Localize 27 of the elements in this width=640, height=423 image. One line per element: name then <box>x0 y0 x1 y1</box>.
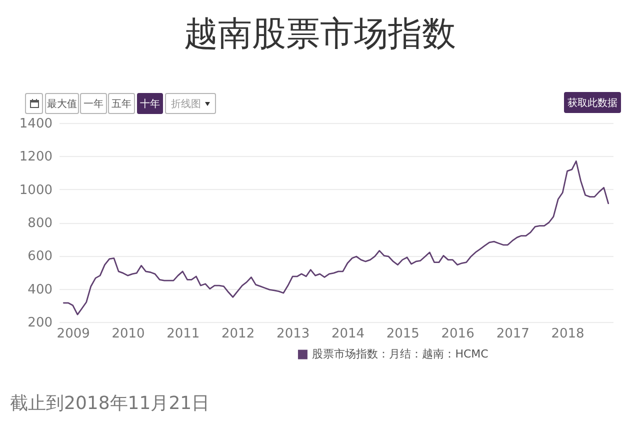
range-button: 十年 <box>137 93 163 114</box>
y-tick-label: 200 <box>28 316 52 330</box>
y-tick-label: 1200 <box>19 150 52 165</box>
legend-label: 股票市场指数：月结：越南：HCMC <box>312 348 489 360</box>
y-tick-label: 1400 <box>19 116 52 132</box>
y-tick-label: 400 <box>28 282 52 298</box>
x-tick-label: 2014 <box>331 326 365 342</box>
y-tick-label: 600 <box>28 249 52 264</box>
chart-title: 越南股票市场指数 <box>183 13 457 56</box>
x-tick-label: 2016 <box>441 326 474 342</box>
y-tick-label: 1000 <box>19 182 52 198</box>
x-tick-label: 2009 <box>56 326 90 342</box>
range-button: 最大值 <box>45 93 79 114</box>
x-tick-label: 2017 <box>496 326 530 342</box>
range-button: 一年 <box>80 93 107 114</box>
dropdown: 折线图 <box>165 93 216 114</box>
x-tick-label: 2015 <box>386 326 420 342</box>
text: 截止到2018年11月21日 <box>10 392 210 415</box>
line-series <box>62 160 610 316</box>
x-tick-label: 2013 <box>276 326 310 342</box>
y-tick-label: 800 <box>28 216 52 231</box>
data-button: 获取此数据 <box>564 92 621 113</box>
x-tick-label: 2011 <box>166 326 200 342</box>
x-tick-label: 2018 <box>551 326 584 342</box>
range-button: 五年 <box>108 93 135 114</box>
x-tick-label: 2010 <box>112 326 145 342</box>
x-tick-label: 2012 <box>222 326 255 342</box>
